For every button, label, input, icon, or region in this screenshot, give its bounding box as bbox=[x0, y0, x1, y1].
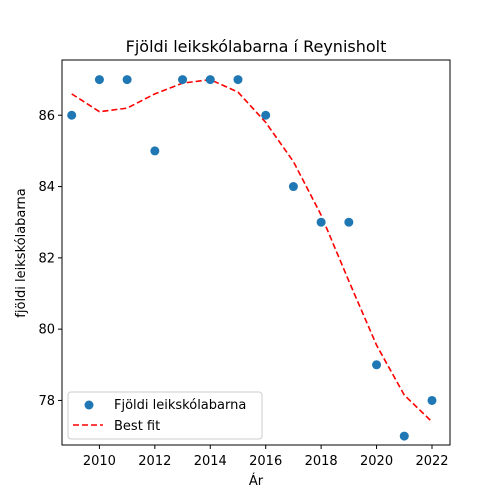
legend-label-scatter: Fjöldi leikskólabarna bbox=[114, 398, 246, 413]
data-point bbox=[316, 217, 326, 227]
y-tick-label: 78 bbox=[38, 394, 55, 409]
y-tick-label: 86 bbox=[38, 109, 55, 124]
x-tick-label: 2022 bbox=[415, 454, 448, 469]
data-point bbox=[344, 217, 354, 227]
y-tick-label: 82 bbox=[38, 251, 55, 266]
data-point bbox=[233, 75, 243, 85]
data-point bbox=[94, 75, 104, 85]
data-point bbox=[427, 395, 437, 405]
data-point bbox=[67, 110, 77, 120]
x-tick-label: 2016 bbox=[249, 454, 282, 469]
data-point bbox=[288, 182, 298, 192]
data-point bbox=[372, 360, 382, 370]
y-tick-label: 80 bbox=[38, 323, 55, 338]
chart-title: Fjöldi leikskólabarna í Reynisholt bbox=[126, 37, 387, 56]
x-tick-label: 2010 bbox=[83, 454, 116, 469]
axes-frame bbox=[61, 59, 451, 446]
x-tick-label: 2014 bbox=[194, 454, 227, 469]
y-axis-ticks: 78 80 82 84 86 bbox=[38, 109, 62, 409]
legend: Fjöldi leikskólabarna Best fit bbox=[67, 391, 263, 440]
x-axis-ticks: 2010 2012 2014 2016 2018 2020 2022 bbox=[83, 445, 449, 469]
data-point bbox=[150, 146, 160, 156]
data-point bbox=[261, 110, 271, 120]
series-layer bbox=[67, 75, 437, 441]
legend-marker-scatter bbox=[84, 400, 94, 410]
x-tick-label: 2012 bbox=[138, 454, 171, 469]
data-point bbox=[205, 75, 215, 85]
y-tick-label: 84 bbox=[38, 180, 55, 195]
x-axis-title: Ár bbox=[249, 473, 264, 489]
x-tick-label: 2018 bbox=[305, 454, 338, 469]
data-point bbox=[178, 75, 188, 85]
x-tick-label: 2020 bbox=[360, 454, 393, 469]
data-point bbox=[399, 431, 409, 441]
legend-label-fit: Best fit bbox=[114, 419, 160, 434]
y-axis-title: fjöldi leikskólabarna bbox=[14, 188, 29, 317]
best-fit-line bbox=[71, 78, 433, 423]
data-point bbox=[122, 75, 132, 85]
legend-box bbox=[67, 391, 263, 440]
